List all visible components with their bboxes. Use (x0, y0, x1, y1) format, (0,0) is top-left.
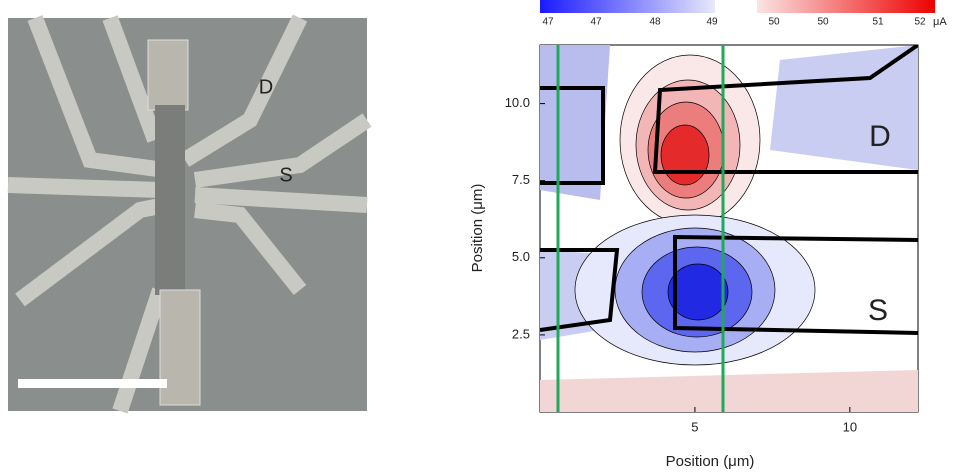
colorbar-blue (540, 0, 715, 13)
colorbar-label: 47 (590, 17, 602, 28)
y-tick-label: 5.0 (512, 249, 530, 264)
colorbar-unit: μA (933, 16, 947, 28)
region-label: D (869, 120, 891, 153)
colorbar-label: 49 (706, 17, 718, 28)
region-label: S (868, 294, 888, 327)
colorbar-red (757, 0, 935, 13)
y-tick-label: 7.5 (512, 172, 530, 187)
electrode-label: S (279, 164, 292, 186)
x-axis-label: Position (μm) (666, 453, 755, 470)
y-tick-label: 10.0 (505, 95, 530, 110)
x-tick-label: 5 (691, 419, 698, 434)
y-tick-label: 2.5 (512, 326, 530, 341)
colorbar-label: 47 (542, 17, 554, 28)
x-tick-label: 10 (843, 419, 857, 434)
colorbar-label: 51 (872, 17, 884, 28)
electrode-label: D (259, 76, 273, 98)
figure: D S (0, 0, 964, 471)
colorbar-label: 50 (768, 17, 780, 28)
colorbar-label: 52 (914, 17, 926, 28)
y-axis-label: Position (μm) (469, 184, 486, 273)
colorbar-label: 50 (817, 17, 829, 28)
micrograph: D S (8, 18, 367, 411)
colorbar-label: 48 (649, 17, 661, 28)
contour-map: D S Position (μm) Position (μm) (469, 45, 918, 470)
